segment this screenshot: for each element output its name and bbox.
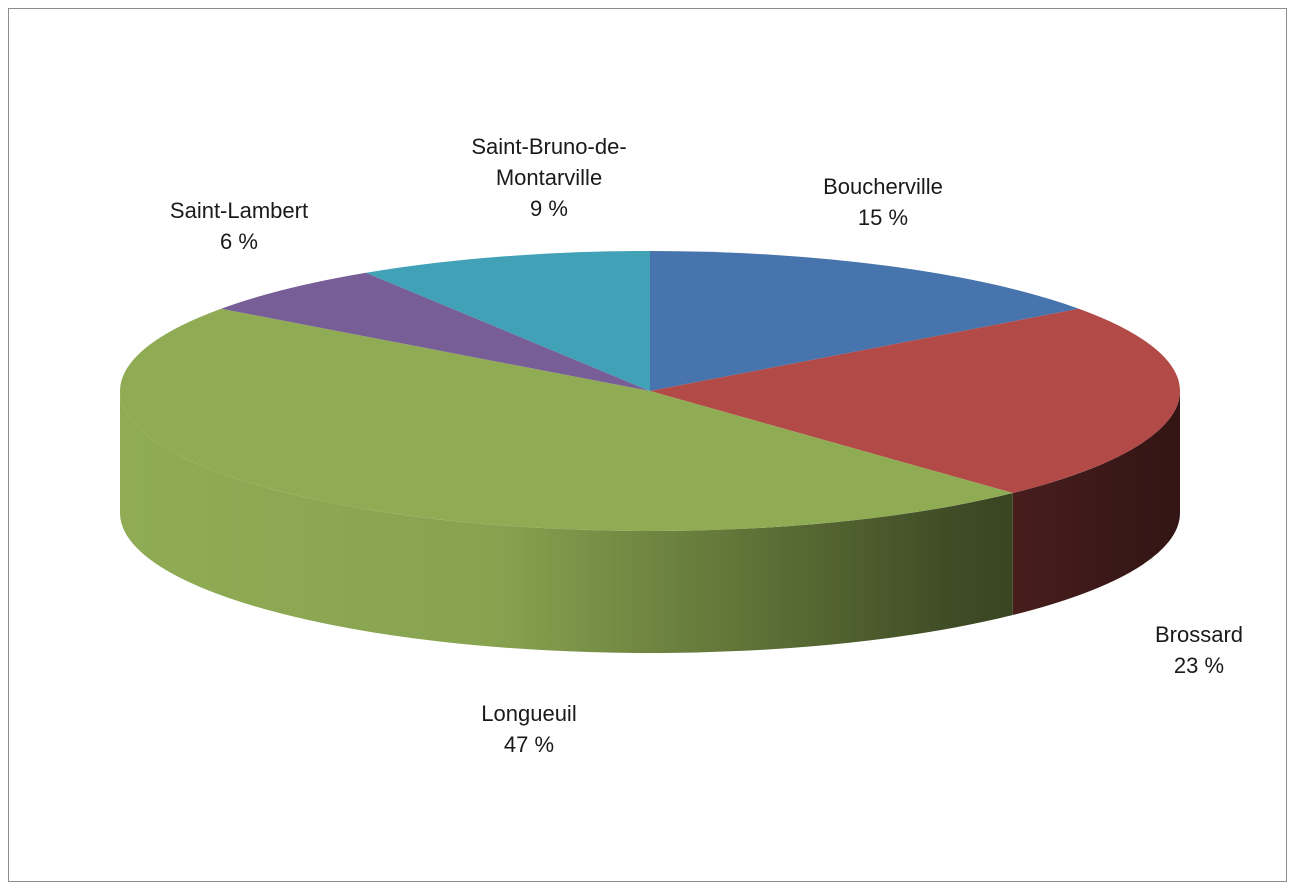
slice-longueuil bbox=[119, 308, 1013, 531]
data-label-value: 15 % bbox=[858, 205, 908, 230]
pie-slices bbox=[119, 251, 1180, 531]
data-label-name: Brossard bbox=[1155, 622, 1243, 647]
slice-side-longueuil bbox=[120, 391, 1013, 653]
pie-chart: Boucherville 15 % Brossard 23 % Longueuil 47 … bbox=[119, 134, 1243, 757]
data-label-value: 23 % bbox=[1174, 653, 1224, 678]
data-label-value: 9 % bbox=[530, 196, 568, 221]
data-label-value: 6 % bbox=[220, 229, 258, 254]
data-label-value: 47 % bbox=[504, 732, 554, 757]
data-label-name: Montarville bbox=[496, 165, 602, 190]
data-label-brossard: Brossard 23 % bbox=[1155, 622, 1243, 678]
data-label-longueuil: Longueuil 47 % bbox=[481, 701, 576, 757]
slice-side-brossard bbox=[1012, 391, 1180, 616]
data-label-name: Boucherville bbox=[823, 174, 943, 199]
slice-saint-bruno-de-montarville bbox=[366, 251, 650, 391]
data-label-name: Saint-Lambert bbox=[170, 198, 308, 223]
slice-brossard bbox=[650, 308, 1180, 494]
data-label-saint-lambert: Saint-Lambert 6 % bbox=[170, 198, 308, 254]
data-label-name: Saint-Bruno-de- bbox=[471, 134, 626, 159]
data-label-boucherville: Boucherville 15 % bbox=[823, 174, 943, 230]
chart-area: Boucherville 15 % Brossard 23 % Longueuil 47 … bbox=[8, 8, 1287, 882]
pie-sides bbox=[120, 391, 1180, 653]
slice-boucherville bbox=[650, 251, 1079, 391]
slice-saint-lambert bbox=[221, 272, 650, 391]
data-labels: Boucherville 15 % Brossard 23 % Longueuil 47 … bbox=[170, 134, 1243, 757]
data-label-name: Longueuil bbox=[481, 701, 576, 726]
data-label-saint-bruno-de-montarville: Saint-Bruno-de- Montarville 9 % bbox=[471, 134, 626, 221]
